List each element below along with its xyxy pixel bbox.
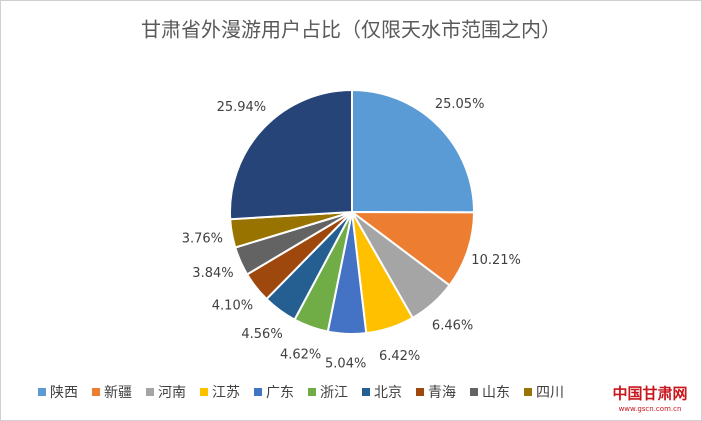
data-label: 5.04% bbox=[325, 356, 366, 371]
legend-swatch bbox=[254, 388, 262, 396]
watermark-url: www.gscn.com.cn bbox=[619, 405, 682, 413]
data-label: 10.21% bbox=[471, 253, 521, 268]
legend-swatch bbox=[470, 388, 478, 396]
pie-slice bbox=[351, 88, 475, 214]
legend-label: 山东 bbox=[482, 385, 510, 401]
legend-label: 陕西 bbox=[50, 385, 78, 401]
legend-swatch bbox=[308, 388, 316, 396]
data-label: 3.76% bbox=[182, 231, 223, 246]
legend-label: 新疆 bbox=[104, 385, 132, 401]
data-label: 4.56% bbox=[241, 327, 282, 342]
pie-slice bbox=[229, 88, 353, 221]
legend-swatch bbox=[92, 388, 100, 396]
legend-label: 江苏 bbox=[212, 385, 240, 401]
legend-label: 青海 bbox=[428, 385, 456, 401]
legend-swatch bbox=[38, 388, 46, 396]
watermark: 中国甘肃网 bbox=[612, 385, 687, 403]
legend-swatch bbox=[416, 388, 424, 396]
data-label: 4.10% bbox=[212, 298, 253, 313]
legend-label: 浙江 bbox=[320, 385, 348, 401]
legend-swatch bbox=[146, 388, 154, 396]
legend-swatch bbox=[200, 388, 208, 396]
legend-label: 河南 bbox=[158, 385, 186, 401]
pie-slice bbox=[348, 210, 476, 287]
legend-label: 广东 bbox=[266, 385, 294, 401]
legend-label: 北京 bbox=[374, 385, 402, 401]
legend-swatch bbox=[524, 388, 532, 396]
data-label: 4.62% bbox=[280, 348, 321, 363]
data-label: 25.05% bbox=[435, 97, 485, 112]
chart-title: 甘肃省外漫游用户占比（仅限天水市范围之内） bbox=[141, 18, 561, 42]
legend-swatch bbox=[362, 388, 370, 396]
data-label: 3.84% bbox=[192, 266, 233, 281]
data-label: 25.94% bbox=[217, 100, 267, 115]
legend-label: 四川 bbox=[536, 385, 564, 401]
data-label: 6.46% bbox=[432, 318, 473, 333]
data-label: 6.42% bbox=[379, 349, 420, 364]
